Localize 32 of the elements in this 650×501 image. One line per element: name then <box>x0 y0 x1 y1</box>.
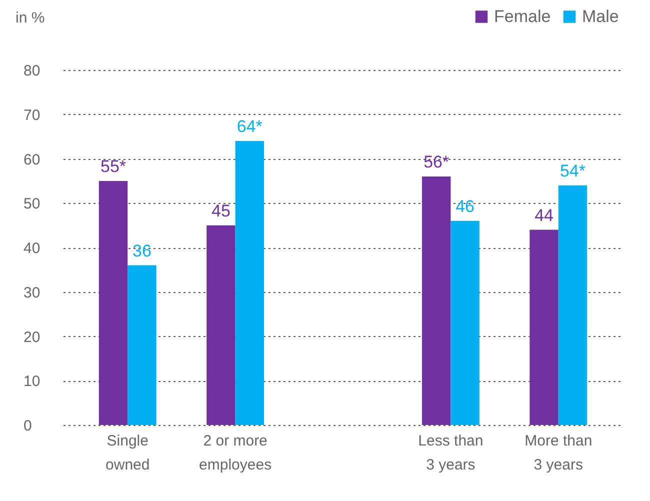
bar <box>206 225 236 425</box>
data-label: 56* <box>424 152 450 172</box>
y-tick-label: 70 <box>24 106 40 124</box>
x-tick-label: More than 3 years <box>524 432 592 474</box>
x-tick-label: 2 or more employees <box>199 432 272 474</box>
bar <box>530 230 558 425</box>
bar <box>422 176 451 425</box>
data-label: 45 <box>211 201 230 220</box>
data-label: 36 <box>132 241 152 260</box>
legend-label: Male <box>582 6 619 26</box>
data-label: 44 <box>534 206 554 225</box>
bar <box>235 141 264 425</box>
data-label: 54* <box>560 161 586 180</box>
x-tick-label: Single owned <box>106 432 150 474</box>
y-tick-label: 20 <box>24 328 40 346</box>
y-axis-title: in % <box>16 10 45 26</box>
x-tick-label: Less than 3 years <box>418 432 484 474</box>
y-tick-label: 10 <box>24 373 40 390</box>
bar <box>558 185 588 425</box>
y-tick-label: 30 <box>24 284 40 302</box>
bar <box>450 220 480 425</box>
bar <box>98 180 128 425</box>
data-label: 55* <box>100 156 126 176</box>
bar <box>128 265 156 425</box>
y-tick-label: 50 <box>24 196 40 213</box>
y-tick-label: 40 <box>24 240 40 257</box>
legend-label: Female <box>494 6 551 26</box>
y-tick-label: 0 <box>24 418 32 434</box>
data-label: 46 <box>456 196 475 216</box>
data-label: 64* <box>236 117 263 136</box>
y-tick-label: 80 <box>24 62 40 80</box>
y-tick-label: 60 <box>24 151 40 168</box>
